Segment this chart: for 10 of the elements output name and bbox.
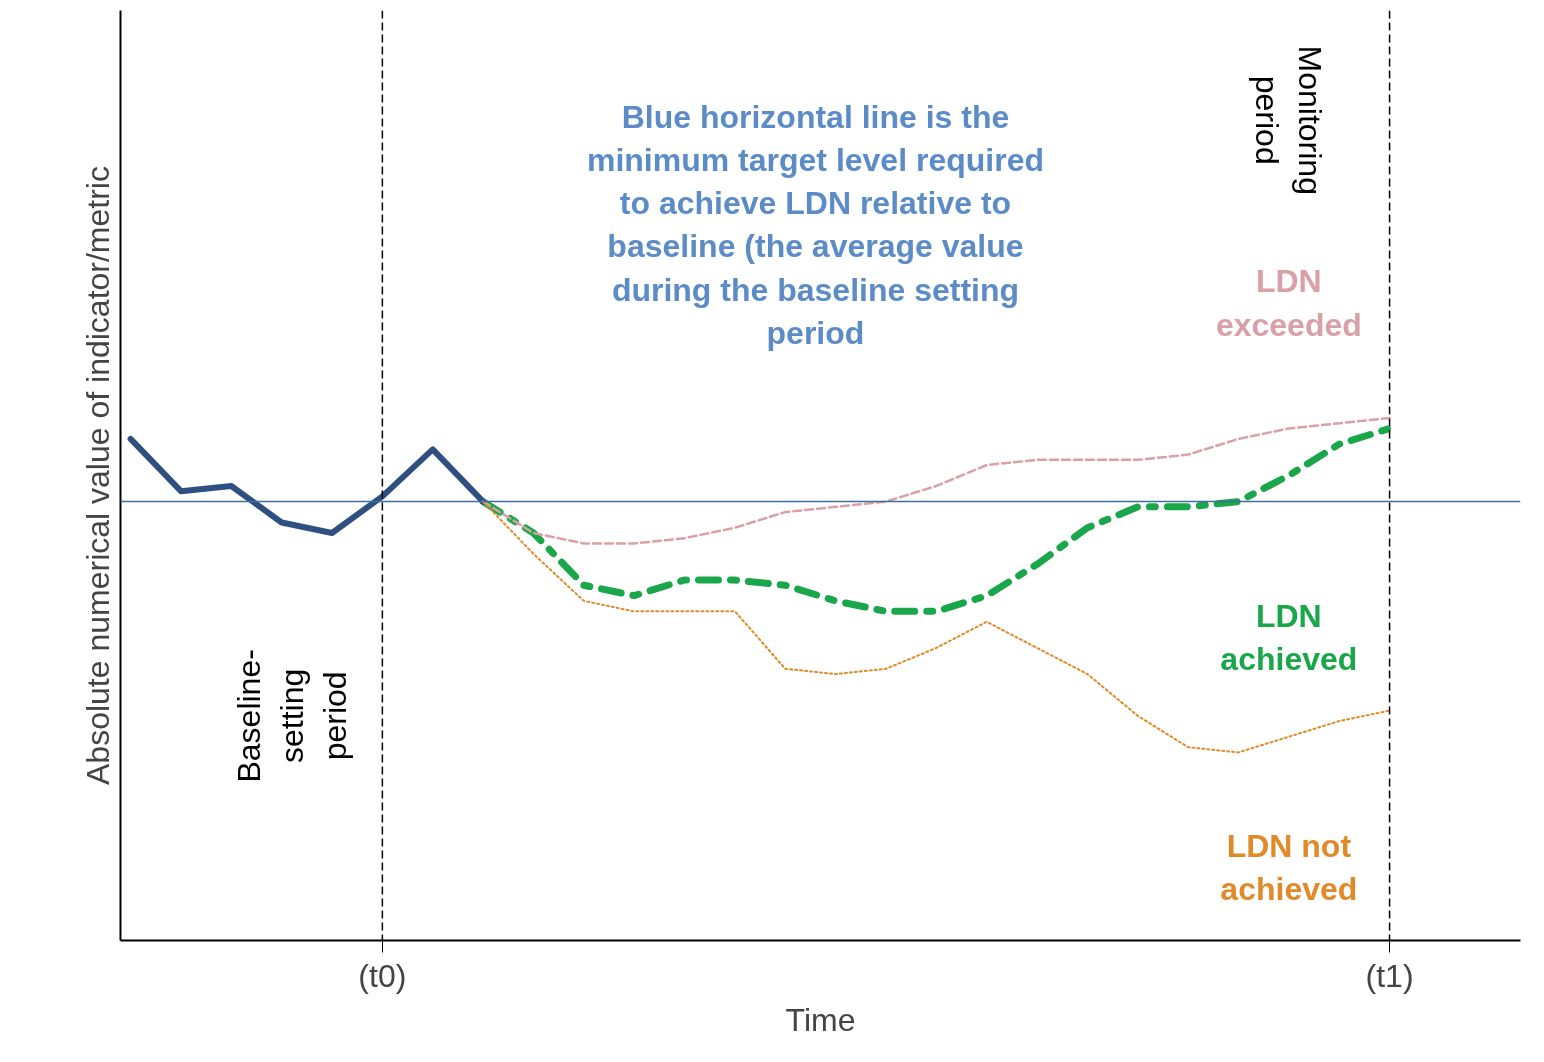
annotation: Baseline-setting period	[230, 649, 353, 783]
y-axis-title: Absolute numerical value of indicator/metric	[79, 166, 116, 785]
text: Monitoring period	[1249, 45, 1329, 195]
x-axis-title: Time	[785, 1001, 856, 1038]
annotation: LDN achieved	[1220, 597, 1358, 678]
annotation: LDN not achieved	[1220, 827, 1358, 907]
x-tick-label: (t0)	[358, 957, 407, 994]
x-tick-label: (t1)	[1365, 957, 1414, 994]
text: Blue horizontal line is the minimum target level required to achieve LDN relative to baseline (the average value during the baseline setting period	[586, 98, 1044, 351]
text: LDN exceeded	[1215, 263, 1362, 343]
